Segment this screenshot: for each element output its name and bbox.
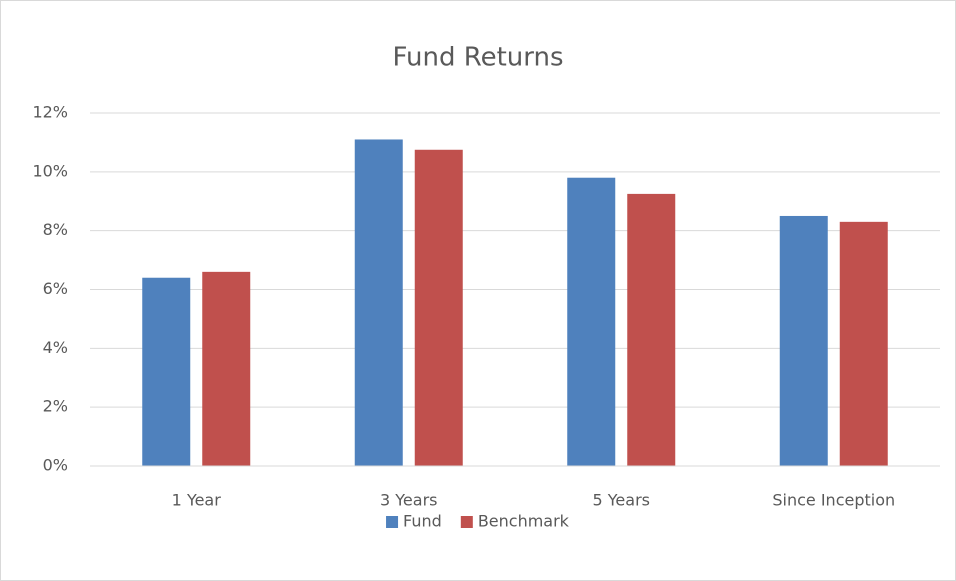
legend-swatch (460, 516, 473, 528)
bar (567, 177, 616, 466)
x-tick-label: Since Inception (772, 491, 895, 510)
x-tick-label: 3 Years (380, 491, 437, 510)
y-tick-label: 8% (43, 220, 68, 239)
bar (839, 221, 888, 466)
bar (202, 271, 251, 466)
x-tick-label: 5 Years (593, 491, 650, 510)
legend-label: Benchmark (478, 512, 570, 531)
y-tick-label: 4% (43, 338, 68, 357)
bar (142, 277, 191, 466)
x-tick-label: 1 Year (172, 491, 222, 510)
y-tick-label: 10% (32, 161, 68, 180)
y-tick-label: 6% (43, 279, 68, 298)
y-tick-label: 0% (43, 456, 68, 475)
y-tick-label: 2% (43, 397, 68, 416)
y-tick-label: 12% (32, 103, 68, 122)
chart-title: Fund Returns (392, 43, 563, 73)
bar (627, 193, 676, 467)
legend-label: Fund (403, 512, 442, 531)
bar (354, 139, 403, 466)
legend-swatch (386, 516, 399, 528)
bar (779, 215, 828, 466)
bar (414, 149, 463, 467)
